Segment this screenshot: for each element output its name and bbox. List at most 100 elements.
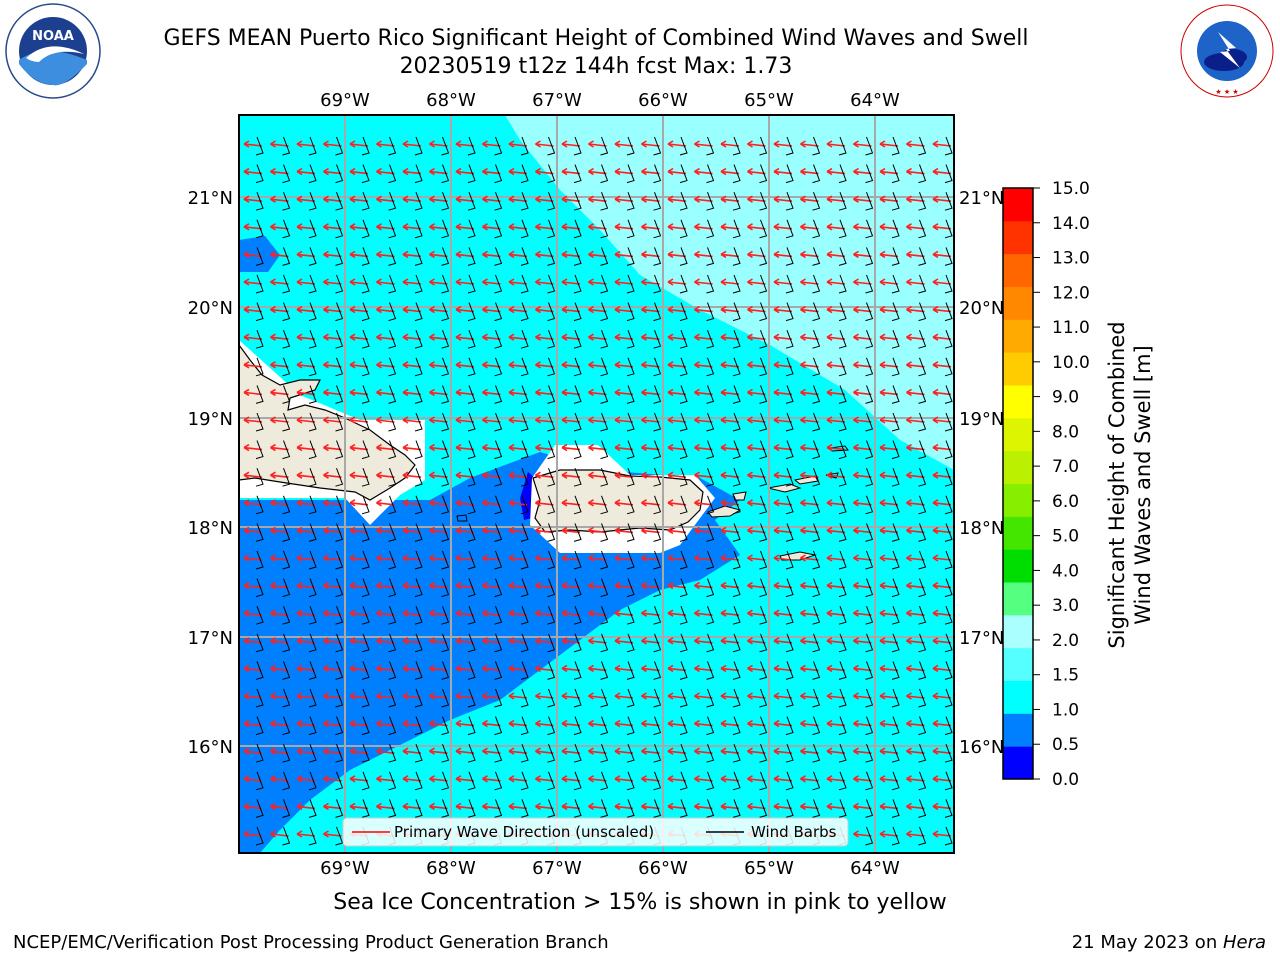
wave-arrow-head [270, 499, 276, 507]
wave-arrow-head [482, 443, 488, 452]
wave-arrow-head [323, 499, 329, 507]
wave-arrow-head [270, 692, 276, 700]
wave-arrow [773, 391, 793, 396]
wave-arrow [376, 778, 395, 782]
wind-barb [918, 302, 927, 322]
wave-arrow-head [588, 250, 594, 259]
wave-arrow [296, 170, 316, 175]
wave-arrow [667, 391, 687, 396]
wind-barb [520, 302, 529, 322]
wave-arrow [508, 170, 528, 175]
wind-barb [547, 633, 556, 653]
wave-arrow-head [826, 526, 833, 535]
wave-arrow [932, 170, 952, 175]
wind-barb [388, 688, 397, 708]
wave-arrow [243, 446, 263, 451]
wave-arrow-head [243, 554, 250, 562]
wave-arrow-head [800, 416, 806, 424]
wave-arrow [879, 143, 899, 147]
wave-arrow-head [641, 250, 647, 259]
wave-arrow [588, 308, 607, 313]
wave-arrow [482, 667, 501, 672]
wave-arrow-head [323, 333, 329, 341]
wave-arrow-head [879, 333, 886, 341]
wave-arrow-head [376, 416, 382, 424]
wave-arrow [270, 695, 289, 699]
wave-arrow [429, 584, 448, 589]
wave-arrow [455, 612, 475, 616]
wind-barb [282, 274, 291, 294]
wave-arrow [641, 364, 660, 368]
wind-barb [388, 468, 397, 487]
wind-barb [891, 136, 900, 156]
wave-arrow-head [773, 250, 780, 259]
wind-barb [467, 274, 476, 294]
wave-arrow-head [535, 499, 541, 507]
wind-barb [653, 302, 662, 322]
wave-arrow-head [879, 554, 886, 562]
wave-arrow-head [376, 609, 382, 617]
wave-arrow [853, 612, 872, 616]
wave-arrow [296, 308, 316, 313]
wind-barb [918, 550, 927, 570]
wave-arrow [455, 198, 475, 202]
wind-barb [626, 633, 635, 653]
wave-arrow [932, 584, 952, 589]
wave-arrow [588, 640, 607, 644]
wave-arrow [615, 862, 633, 864]
wave-arrow [667, 557, 687, 561]
wave-arrow-head [561, 388, 568, 397]
wave-arrow [614, 557, 634, 561]
wave-arrow [482, 170, 501, 175]
wind-barb [626, 771, 635, 791]
wave-arrow [641, 529, 660, 534]
lat-label-left: 18°N [188, 518, 233, 539]
wind-barb [706, 136, 715, 156]
wave-arrow-head [402, 195, 409, 203]
wind-barb [944, 468, 953, 487]
wave-arrow [296, 253, 316, 258]
wave-arrow [773, 640, 793, 644]
wave-arrow [455, 253, 475, 258]
wave-arrow [906, 584, 925, 589]
wind-barb [361, 219, 370, 239]
wave-arrow-head [773, 775, 780, 783]
wind-barb [759, 412, 768, 432]
wave-arrow [402, 502, 422, 506]
wave-arrow [826, 143, 846, 147]
wave-arrow [535, 502, 554, 506]
colorbar-frame [1002, 187, 1034, 780]
wave-arrow [694, 198, 713, 202]
wave-arrow-head [614, 195, 621, 203]
wave-arrow [429, 364, 448, 368]
wave-arrow [535, 612, 554, 616]
wind-barb [944, 274, 953, 294]
wave-arrow [800, 502, 819, 506]
wave-arrow [296, 419, 316, 423]
colorbar-tick-label: 2.0 [1052, 631, 1079, 651]
wave-arrow [800, 336, 819, 340]
wave-arrow [720, 778, 740, 782]
wave-arrow [614, 170, 634, 175]
wave-arrow [800, 695, 819, 699]
wave-arrow [296, 833, 316, 837]
wind-barb [706, 688, 715, 708]
wind-barb [838, 661, 847, 680]
wave-arrow [535, 695, 554, 699]
wave-arrow-head [508, 609, 515, 617]
wave-arrow [482, 391, 501, 396]
wave-arrow-head [614, 637, 621, 645]
wave-arrow [800, 805, 819, 810]
wave-arrow [429, 170, 448, 175]
wave-arrow [243, 695, 263, 699]
wave-arrow-head [323, 167, 329, 176]
wind-barb [361, 744, 370, 763]
wave-arrow-head [641, 388, 647, 397]
wave-arrow-head [667, 140, 674, 148]
wave-arrow-head [243, 361, 250, 369]
wave-arrow-head [800, 167, 806, 176]
wind-barb [255, 771, 264, 791]
wind-barb [812, 192, 821, 211]
colorbar-tick-label: 10.0 [1052, 353, 1090, 373]
wave-arrow [429, 750, 448, 754]
